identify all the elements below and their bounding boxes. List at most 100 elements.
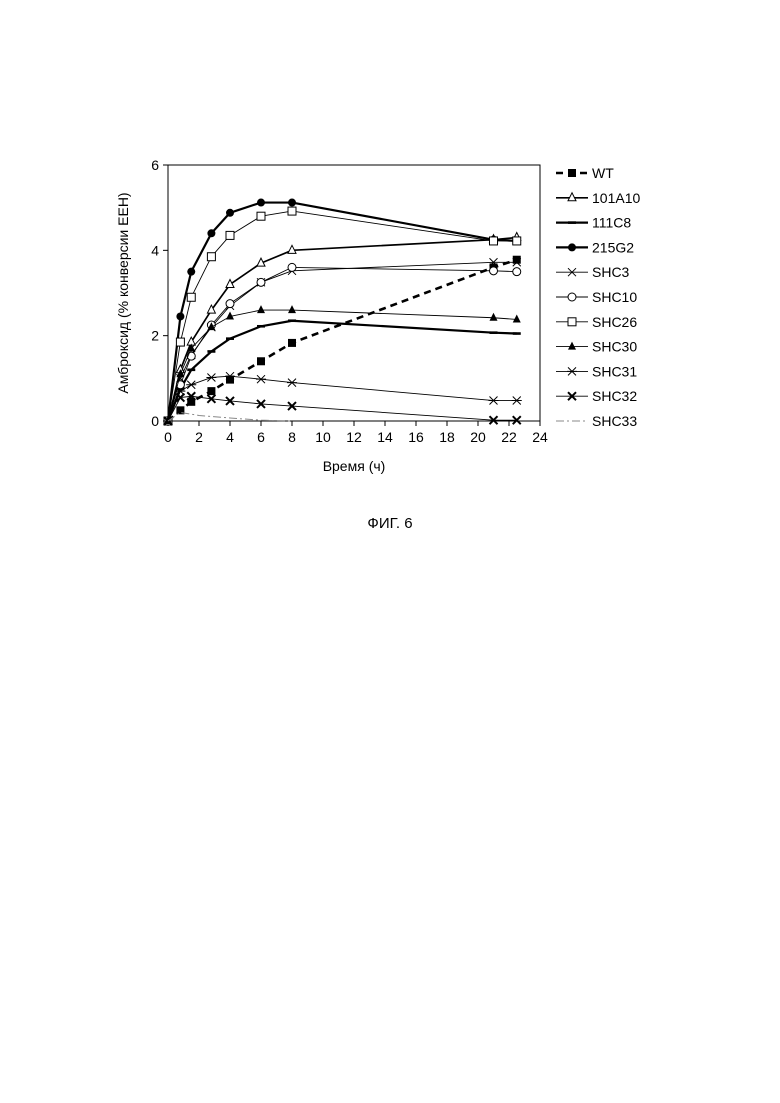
series-111c8 [164, 319, 521, 422]
x-tick-label: 22 [501, 429, 517, 445]
x-tick-label: 12 [346, 429, 362, 445]
legend-label: 101A10 [592, 190, 640, 206]
data-point-shc10 [513, 268, 521, 276]
series-line-shc33 [168, 412, 292, 421]
x-tick-label: 8 [288, 429, 296, 445]
data-point-shc26 [288, 207, 296, 215]
legend-item-shc30: SHC30 [556, 339, 637, 355]
data-point-215g2 [176, 312, 184, 320]
series-shc33 [168, 412, 292, 421]
x-tick-label: 16 [408, 429, 424, 445]
chart: 024681012141618202224 0246 Время (ч) Амб… [0, 0, 780, 560]
legend-label: SHC32 [592, 388, 637, 404]
data-point-wt [207, 387, 215, 395]
legend-label: SHC33 [592, 413, 637, 429]
data-point-215g2 [187, 268, 195, 276]
data-point-111c8 [226, 337, 234, 340]
data-point-shc10 [490, 267, 498, 275]
data-point-111c8 [490, 331, 498, 334]
data-point-shc26 [513, 237, 521, 245]
series-line-111c8 [168, 321, 517, 421]
legend-item-shc32: SHC32 [556, 388, 637, 404]
data-point-shc31 [186, 381, 196, 389]
legend-label: SHC3 [592, 264, 630, 280]
legend-marker [568, 169, 576, 177]
x-tick-label: 14 [377, 429, 393, 445]
series-shc26 [164, 207, 521, 425]
data-point-shc30 [490, 313, 498, 321]
data-point-111c8 [513, 332, 521, 335]
legend-label: 215G2 [592, 239, 634, 255]
series-line-shc31 [168, 376, 517, 421]
data-point-shc30 [257, 305, 265, 313]
data-point-shc26 [207, 253, 215, 261]
data-point-shc30 [288, 305, 296, 313]
y-tick-label: 2 [151, 328, 159, 344]
data-point-215g2 [207, 229, 215, 237]
legend-marker [568, 318, 576, 326]
series-line-shc3 [168, 262, 517, 421]
legend-item-shc3: SHC3 [556, 264, 630, 280]
legend-label: SHC26 [592, 314, 637, 330]
data-point-shc31 [489, 397, 499, 405]
data-point-215g2 [257, 199, 265, 207]
data-point-shc31 [287, 379, 297, 387]
legend: WT 101A10 111C8 215G2 SHC3 SHC10 SHC26 SHC30 SHC… [556, 165, 640, 429]
data-point-215g2 [288, 199, 296, 207]
data-point-shc31 [256, 375, 266, 383]
legend-marker [568, 193, 576, 201]
legend-marker [567, 367, 577, 375]
data-point-111c8 [257, 325, 265, 328]
legend-item-shc10: SHC10 [556, 289, 637, 305]
legend-item-101a10: 101A10 [556, 190, 640, 206]
x-tick-label: 24 [532, 429, 548, 445]
data-point-111c8 [187, 369, 195, 372]
legend-item-111c8: 111C8 [556, 215, 631, 231]
legend-marker [568, 243, 576, 251]
data-point-shc26 [490, 237, 498, 245]
legend-label: 111C8 [592, 215, 631, 231]
data-point-shc26 [226, 231, 234, 239]
legend-marker [568, 221, 576, 224]
legend-label: SHC10 [592, 289, 637, 305]
data-point-111c8 [207, 350, 215, 353]
x-tick-label: 10 [315, 429, 331, 445]
series-shc3 [164, 258, 521, 425]
legend-item-shc33: SHC33 [556, 413, 637, 429]
legend-item-215g2: 215G2 [556, 239, 634, 255]
data-point-wt [257, 357, 265, 365]
series-group [163, 199, 522, 425]
x-axis-label: Время (ч) [323, 458, 386, 474]
y-axis-ticks: 0 2 4 6 [151, 157, 168, 429]
data-point-shc10 [226, 300, 234, 308]
y-tick-label: 6 [151, 157, 159, 173]
x-tick-label: 18 [439, 429, 455, 445]
x-tick-label: 4 [226, 429, 234, 445]
data-point-111c8 [288, 319, 296, 322]
y-tick-label: 0 [151, 413, 159, 429]
data-point-shc26 [187, 293, 195, 301]
legend-item-shc26: SHC26 [556, 314, 637, 330]
series-line-shc26 [168, 211, 517, 421]
data-point-shc10 [257, 278, 265, 286]
data-point-shc10 [288, 263, 296, 271]
series-shc32 [164, 392, 521, 425]
legend-label: WT [592, 165, 614, 181]
legend-marker [568, 293, 576, 301]
data-point-shc30 [513, 314, 521, 322]
data-point-215g2 [226, 209, 234, 217]
data-point-101a10 [288, 245, 296, 253]
y-axis-label: Амброксид (% конверсии ЕЕН) [115, 192, 131, 393]
data-point-shc31 [512, 397, 522, 405]
x-tick-label: 2 [195, 429, 203, 445]
data-point-shc31 [206, 373, 216, 381]
y-tick-label: 4 [151, 242, 159, 258]
x-tick-label: 0 [164, 429, 172, 445]
x-tick-label: 6 [257, 429, 265, 445]
legend-marker [568, 342, 576, 350]
series-line-shc30 [168, 310, 517, 421]
x-tick-label: 20 [470, 429, 486, 445]
series-line-101a10 [168, 238, 517, 421]
legend-label: SHC31 [592, 363, 637, 379]
series-shc10 [164, 263, 521, 425]
